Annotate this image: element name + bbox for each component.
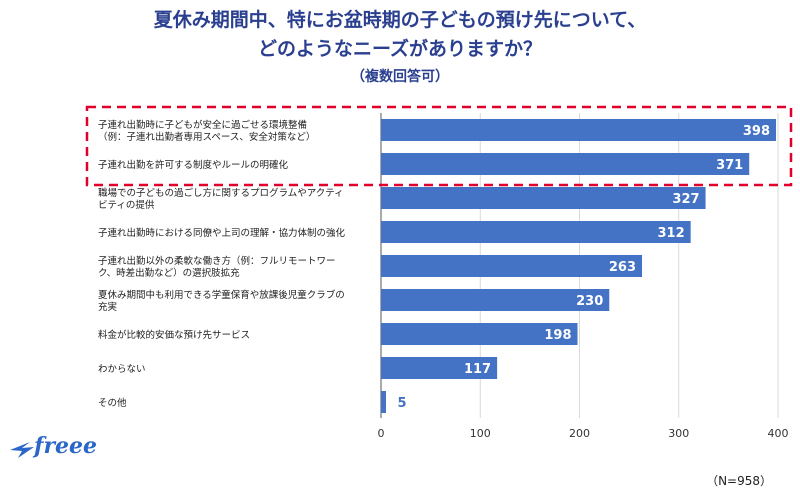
bar (381, 221, 691, 243)
data-label: 198 (544, 328, 571, 343)
data-label: 312 (658, 226, 685, 241)
title-line-1: 夏休み期間中、特にお盆時期の子どもの預け先について、 (153, 9, 647, 31)
bar (381, 323, 578, 345)
category-label: 子連れ出勤を許可する制度やルールの明確化 (98, 159, 289, 171)
category-label: 子連れ出勤時における同僚や上司の理解・協力体制の強化 (98, 227, 346, 239)
data-label: 398 (743, 124, 770, 139)
category-label: ク、時差出勤など）の選択肢拡充 (98, 267, 240, 279)
x-tick-label: 200 (569, 427, 590, 440)
bar (381, 255, 643, 277)
bar (381, 119, 777, 141)
data-label: 117 (464, 362, 491, 377)
bar (381, 357, 498, 379)
category-label: 充実 (98, 301, 118, 313)
category-label: ビティの提供 (98, 199, 155, 211)
bar (381, 153, 750, 175)
x-tick-label: 300 (668, 427, 689, 440)
data-label: 327 (672, 192, 699, 207)
category-label: わからない (98, 364, 146, 375)
category-label: 子連れ出勤時に子どもが安全に過ごせる環境整備 (98, 119, 307, 131)
freee-logo: freee (8, 428, 108, 468)
x-tick-label: 100 (470, 427, 491, 440)
x-tick-label: 400 (768, 427, 789, 440)
category-label: 職場での子どもの過ごし方に関するプログラムやアクティ (98, 187, 344, 199)
data-label: 5 (397, 396, 406, 411)
data-label: 263 (609, 260, 636, 275)
bar (381, 187, 706, 209)
data-label: 230 (576, 294, 603, 309)
highlight-box (85, 105, 793, 187)
category-label: 料金が比較的安価な預け先サービス (98, 329, 250, 341)
bar (381, 289, 610, 311)
x-tick-label: 0 (378, 427, 385, 440)
category-label: その他 (98, 397, 127, 409)
category-label: 夏休み期間中も利用できる学童保育や放課後児童クラブの (98, 289, 345, 301)
chart-subtitle: （複数回答可） (351, 69, 449, 85)
title-line-2: どのようなニーズがありますか？ (257, 38, 543, 60)
chart-title: 夏休み期間中、特にお盆時期の子どもの預け先について、 どのようなニーズがあります… (0, 6, 800, 88)
category-label: （例：子連れ出勤者専用スペース、安全対策など） (98, 131, 315, 143)
data-label: 371 (716, 158, 743, 173)
sample-size-note: （N=958） (706, 474, 772, 488)
bird-icon (10, 442, 34, 458)
logo-text: freee (32, 433, 97, 459)
bar (381, 391, 386, 413)
category-label: 子連れ出勤以外の柔軟な働き方（例：フルリモートワー (98, 255, 336, 267)
